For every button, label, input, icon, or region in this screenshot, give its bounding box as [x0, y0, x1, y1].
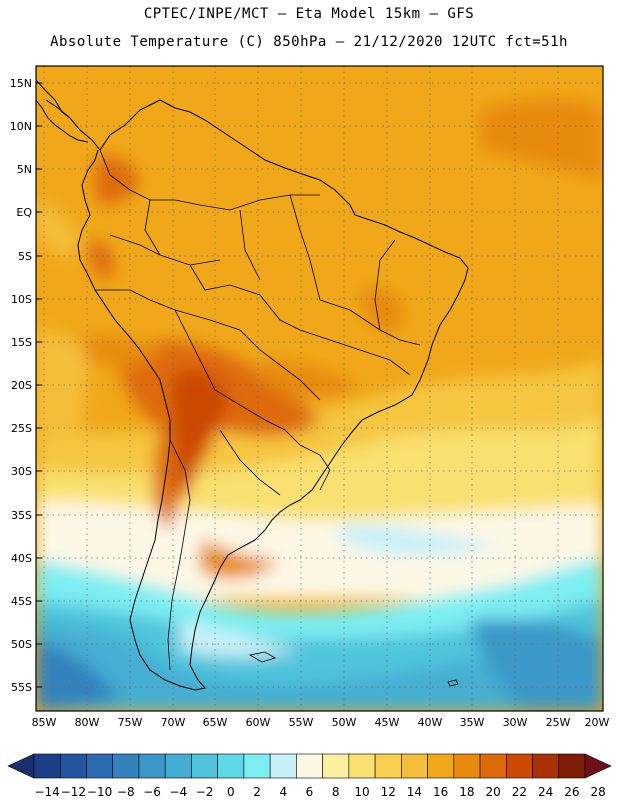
title-line-2: Absolute Temperature (C) 850hPa – 21/12/…	[50, 34, 568, 50]
lat-label: EQ	[16, 206, 32, 219]
colorbar: −14 −12 −10 −8 −6 −4 −2 0 2 4 6 8 10 12 14 16 18 20 22 24 26…	[7, 753, 612, 799]
title-line-1: CPTEC/INPE/MCT – Eta Model 15km – GFS	[143, 6, 475, 22]
lon-label: 75W	[118, 716, 143, 729]
colorbar-label: −4	[169, 785, 187, 799]
lon-label: 85W	[32, 716, 57, 729]
colorbar-label: −14	[34, 785, 59, 799]
lat-ticks	[36, 82, 42, 688]
graticule	[36, 66, 603, 711]
lat-label: 35S	[11, 509, 32, 522]
colorbar-label: 18	[459, 785, 474, 799]
lon-label: 60W	[246, 716, 271, 729]
colorbar-label: 28	[590, 785, 605, 799]
lon-label: 35W	[460, 716, 485, 729]
lat-label: 5S	[18, 250, 32, 263]
colorbar-swatch	[401, 753, 428, 779]
colorbar-label: −8	[117, 785, 135, 799]
colorbar-swatch	[164, 753, 192, 779]
central-america-coast	[36, 79, 89, 143]
lat-label: 15S	[11, 336, 32, 349]
colorbar-swatch	[532, 753, 560, 779]
colorbar-swatch	[427, 753, 455, 779]
coastline	[45, 99, 469, 691]
lon-label: 25W	[546, 716, 571, 729]
colorbar-label: 2	[253, 785, 261, 799]
colorbar-swatch	[59, 753, 87, 779]
colorbar-label: 22	[512, 785, 527, 799]
colorbar-swatch	[243, 753, 271, 779]
falkland-islands	[248, 651, 276, 663]
colorbar-label: 4	[279, 785, 287, 799]
colorbar-swatch	[322, 753, 350, 779]
colorbar-swatch	[138, 753, 166, 779]
colorbar-label: 6	[306, 785, 314, 799]
colorbar-swatch	[86, 753, 114, 779]
colorbar-swatch	[191, 753, 218, 779]
lon-label: 50W	[332, 716, 357, 729]
colorbar-swatch	[296, 753, 323, 779]
colorbar-swatch	[479, 753, 507, 779]
temperature-field	[36, 66, 603, 711]
colorbar-label: 10	[354, 785, 369, 799]
colorbar-label: 0	[227, 785, 235, 799]
lon-label: 65W	[203, 716, 228, 729]
country-borders	[95, 149, 421, 671]
colorbar-swatch	[112, 753, 140, 779]
colorbar-label: 12	[381, 785, 396, 799]
lat-label: 30S	[11, 465, 32, 478]
lat-label: 25S	[11, 422, 32, 435]
colorbar-label: 26	[564, 785, 579, 799]
colorbar-label: −2	[196, 785, 214, 799]
colorbar-label: −12	[61, 785, 86, 799]
lat-label: 15N	[10, 77, 32, 90]
lat-label: 10S	[11, 293, 32, 306]
colorbar-swatch	[505, 753, 533, 779]
colorbar-swatch	[217, 753, 245, 779]
south-georgia-island	[447, 679, 459, 687]
lat-label: 10N	[10, 120, 32, 133]
lon-label: 55W	[289, 716, 314, 729]
colorbar-label: −6	[143, 785, 161, 799]
lon-label: 80W	[75, 716, 100, 729]
colorbar-label: 14	[407, 785, 422, 799]
colorbar-swatch	[33, 753, 61, 779]
lat-label: 5N	[17, 163, 32, 176]
lon-label: 30W	[503, 716, 528, 729]
colorbar-label: 24	[538, 785, 553, 799]
lon-label: 70W	[161, 716, 186, 729]
colorbar-swatch	[269, 753, 297, 779]
colorbar-swatch	[558, 753, 586, 779]
lon-label: 20W	[585, 716, 610, 729]
colorbar-swatch	[453, 753, 481, 779]
lat-label: 45S	[11, 595, 32, 608]
lat-label: 50S	[11, 638, 32, 651]
colorbar-label: 20	[486, 785, 501, 799]
map-frame	[35, 65, 604, 712]
lat-label: 40S	[11, 552, 32, 565]
colorbar-swatch	[348, 753, 376, 779]
colorbar-over-arrow	[584, 753, 612, 779]
colorbar-label: 16	[433, 785, 448, 799]
colorbar-under-arrow	[7, 753, 35, 779]
lon-label: 40W	[418, 716, 443, 729]
colorbar-label: −10	[87, 785, 112, 799]
colorbar-label: 8	[332, 785, 340, 799]
lon-label: 45W	[375, 716, 400, 729]
lat-label: 55S	[11, 681, 32, 694]
lat-label: 20S	[11, 379, 32, 392]
colorbar-swatch	[374, 753, 402, 779]
